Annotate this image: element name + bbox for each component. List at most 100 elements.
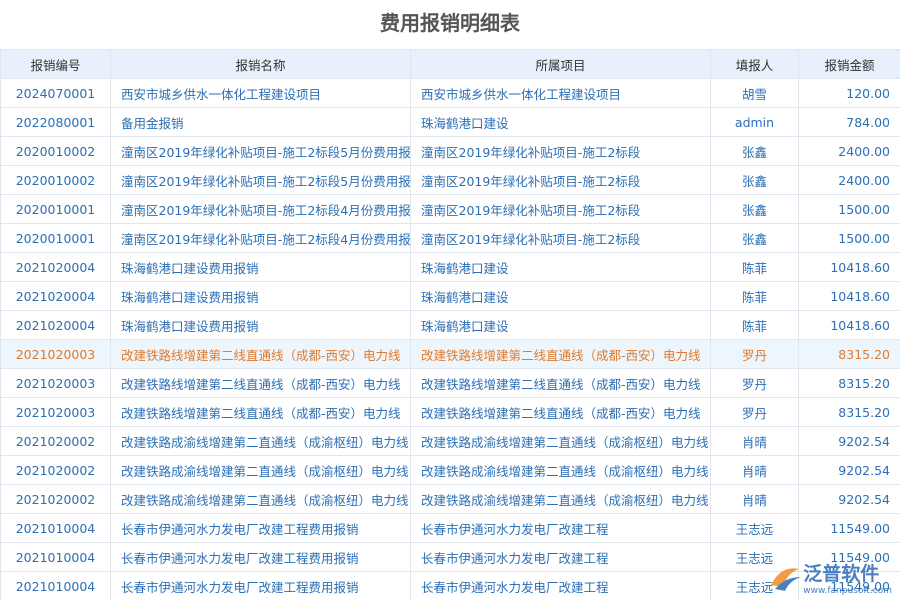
table-cell: 肖晴 (710, 455, 799, 485)
table-cell: 改建铁路线增建第二线直通线（成都-西安）电力线 (110, 368, 411, 398)
table-cell: 2020010001 (0, 194, 111, 224)
table-cell: 2021020002 (0, 426, 111, 456)
table-cell: 改建铁路线增建第二线直通线（成都-西安）电力线 (110, 339, 411, 369)
table-row: 2021020004 珠海鹤港口建设费用报销 珠海鹤港口建设 陈菲 10418.60 (0, 252, 900, 282)
page-title: 费用报销明细表 (380, 11, 520, 35)
table-cell: 张鑫 (710, 223, 799, 253)
table-row: 2021010004 长春市伊通河水力发电厂改建工程费用报销 长春市伊通河水力发电厂… (0, 542, 900, 572)
table-cell: 2021020002 (0, 455, 111, 485)
table-cell: 肖晴 (710, 484, 799, 514)
table-cell: 改建铁路线增建第二线直通线（成都-西安）电力线 (110, 397, 411, 427)
table-cell: 2021010004 (0, 542, 111, 572)
table-cell: 2400.00 (798, 136, 900, 166)
table-cell: 王志远 (710, 542, 799, 572)
table-cell: 珠海鹤港口建设 (410, 252, 711, 282)
table-row: 2021020004 珠海鹤港口建设费用报销 珠海鹤港口建设 陈菲 10418.60 (0, 310, 900, 340)
table-cell: 珠海鹤港口建设费用报销 (110, 252, 411, 282)
table-cell: 8315.20 (798, 368, 900, 398)
table-cell: 1500.00 (798, 223, 900, 253)
table-cell: 8315.20 (798, 397, 900, 427)
table-cell: 2021020004 (0, 281, 111, 311)
table-row: 2020010002 潼南区2019年绿化补贴项目-施工2标段5月份费用报 潼南区2… (0, 165, 900, 195)
table-cell: 张鑫 (710, 136, 799, 166)
table-cell: 10418.60 (798, 252, 900, 282)
column-header: 填报人 (710, 49, 799, 79)
table-cell: 备用金报销 (110, 107, 411, 137)
table-cell: 11549.00 (798, 513, 900, 543)
table-row: 2021020004 珠海鹤港口建设费用报销 珠海鹤港口建设 陈菲 10418.60 (0, 281, 900, 311)
table-cell: 2020010002 (0, 165, 111, 195)
table-cell: 2021010004 (0, 571, 111, 600)
table-row: 2021020003 改建铁路线增建第二线直通线（成都-西安）电力线 改建铁路线增建… (0, 397, 900, 427)
table-cell: 潼南区2019年绿化补贴项目-施工2标段 (410, 136, 711, 166)
table-cell: 潼南区2019年绿化补贴项目-施工2标段4月份费用报 (110, 223, 411, 253)
column-header: 报销名称 (110, 49, 411, 79)
table-cell: 11549.00 (798, 542, 900, 572)
column-header: 报销金额 (798, 49, 900, 79)
table-cell: 长春市伊通河水力发电厂改建工程费用报销 (110, 571, 411, 600)
table-cell: 改建铁路成渝线增建第二直通线（成渝枢纽）电力线 (110, 455, 411, 485)
table-row: 2021020002 改建铁路成渝线增建第二直通线（成渝枢纽）电力线 改建铁路成渝线… (0, 426, 900, 456)
table-cell: 长春市伊通河水力发电厂改建工程 (410, 571, 711, 600)
table-cell: 珠海鹤港口建设 (410, 107, 711, 137)
watermark-url: www.fanpusoft.com (803, 586, 892, 596)
table-row: 2021020003 改建铁路线增建第二线直通线（成都-西安）电力线 改建铁路线增建… (0, 368, 900, 398)
table-cell: 9202.54 (798, 484, 900, 514)
table-row: 2020010001 潼南区2019年绿化补贴项目-施工2标段4月份费用报 潼南区2… (0, 194, 900, 224)
table-cell: 陈菲 (710, 252, 799, 282)
table-row: 2021010004 长春市伊通河水力发电厂改建工程费用报销 长春市伊通河水力发电厂… (0, 571, 900, 600)
table-cell: 陈菲 (710, 281, 799, 311)
table-cell: 张鑫 (710, 165, 799, 195)
table-row: 2020010001 潼南区2019年绿化补贴项目-施工2标段4月份费用报 潼南区2… (0, 223, 900, 253)
table-cell: 珠海鹤港口建设费用报销 (110, 310, 411, 340)
table-cell: 120.00 (798, 78, 900, 108)
table-cell: 10418.60 (798, 281, 900, 311)
table-row: 2022080001 备用金报销 珠海鹤港口建设 admin 784.00 (0, 107, 900, 137)
table-cell: 改建铁路线增建第二线直通线（成都-西安）电力线 (410, 397, 711, 427)
table-cell: 潼南区2019年绿化补贴项目-施工2标段 (410, 194, 711, 224)
table-cell: 2022080001 (0, 107, 111, 137)
watermark-brand: 泛普软件 (803, 563, 880, 585)
table-cell: 肖晴 (710, 426, 799, 456)
table-cell: 潼南区2019年绿化补贴项目-施工2标段5月份费用报 (110, 136, 411, 166)
table-cell: 长春市伊通河水力发电厂改建工程费用报销 (110, 513, 411, 543)
table-cell: 2400.00 (798, 165, 900, 195)
table-cell: 潼南区2019年绿化补贴项目-施工2标段5月份费用报 (110, 165, 411, 195)
table-cell: 珠海鹤港口建设费用报销 (110, 281, 411, 311)
table-cell: 1500.00 (798, 194, 900, 224)
table-cell: 10418.60 (798, 310, 900, 340)
table-cell: 珠海鹤港口建设 (410, 310, 711, 340)
column-header: 报销编号 (0, 49, 111, 79)
table-cell: 罗丹 (710, 397, 799, 427)
table-cell: 改建铁路成渝线增建第二直通线（成渝枢纽）电力线 (410, 426, 711, 456)
table-cell: 改建铁路线增建第二线直通线（成都-西安）电力线 (410, 339, 711, 369)
table-cell: 西安市城乡供水一体化工程建设项目 (110, 78, 411, 108)
table-cell: 2021020003 (0, 339, 111, 369)
table-cell: admin (710, 107, 799, 137)
table-cell: 2021020004 (0, 252, 111, 282)
table-cell: 陈菲 (710, 310, 799, 340)
table-cell: 改建铁路成渝线增建第二直通线（成渝枢纽）电力线 (110, 426, 411, 456)
table-cell: 罗丹 (710, 368, 799, 398)
table-cell: 8315.20 (798, 339, 900, 369)
table-cell: 罗丹 (710, 339, 799, 369)
table-row: 2021020003 改建铁路线增建第二线直通线（成都-西安）电力线 改建铁路线增建… (0, 339, 900, 369)
table-cell: 2020010002 (0, 136, 111, 166)
table-cell: 长春市伊通河水力发电厂改建工程 (410, 542, 711, 572)
table-cell: 胡雪 (710, 78, 799, 108)
table-cell: 珠海鹤港口建设 (410, 281, 711, 311)
table-cell: 784.00 (798, 107, 900, 137)
table-row: 2020010002 潼南区2019年绿化补贴项目-施工2标段5月份费用报 潼南区2… (0, 136, 900, 166)
table-cell: 西安市城乡供水一体化工程建设项目 (410, 78, 711, 108)
watermark-logo (771, 567, 802, 591)
table-cell: 王志远 (710, 513, 799, 543)
table-cell: 长春市伊通河水力发电厂改建工程费用报销 (110, 542, 411, 572)
table-row: 2021020002 改建铁路成渝线增建第二直通线（成渝枢纽）电力线 改建铁路成渝线… (0, 455, 900, 485)
table-cell: 2021020004 (0, 310, 111, 340)
table-cell: 2021020003 (0, 397, 111, 427)
table-cell: 2020010001 (0, 223, 111, 253)
table-row: 2021010004 长春市伊通河水力发电厂改建工程费用报销 长春市伊通河水力发电厂… (0, 513, 900, 543)
expense-table: 报销编号 报销名称 所属项目 填报人 报销金额 2024070001 西安市城乡供水一体化… (0, 49, 900, 600)
table-cell: 改建铁路成渝线增建第二直通线（成渝枢纽）电力线 (410, 455, 711, 485)
